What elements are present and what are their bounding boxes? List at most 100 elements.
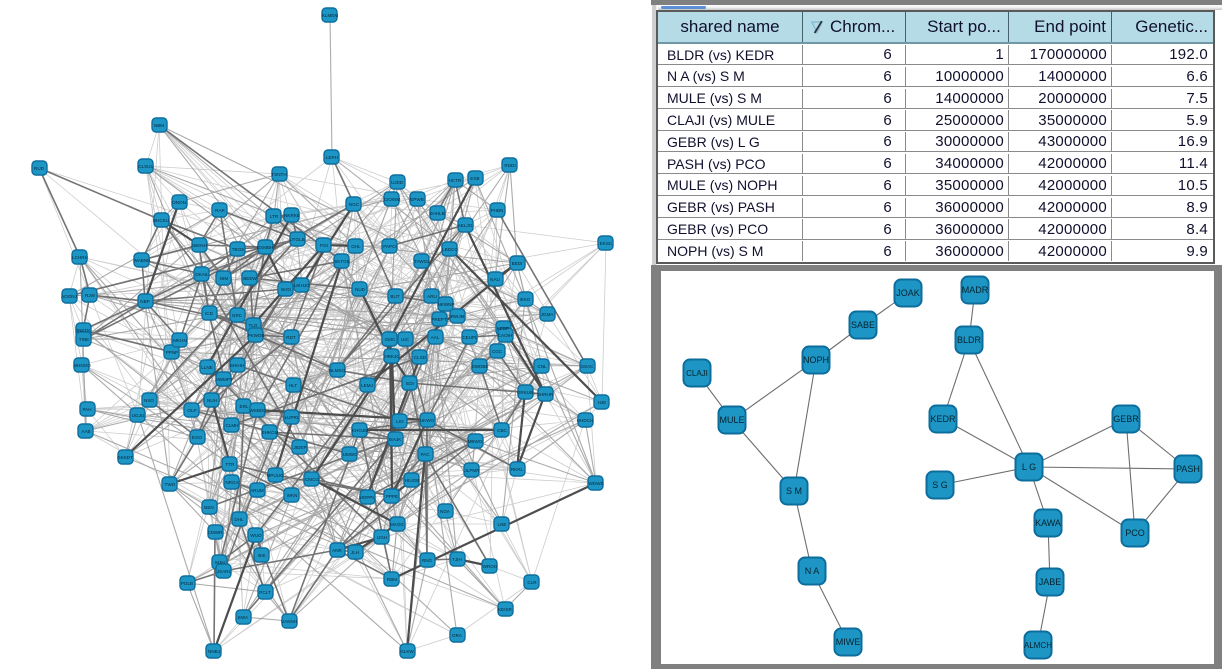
- svg-text:PPPE: PPPE: [386, 494, 398, 499]
- svg-text:WDWE: WDWE: [588, 481, 603, 486]
- svg-text:MADR: MADR: [962, 285, 989, 295]
- svg-text:UGH: UGH: [377, 535, 387, 540]
- svg-text:IEKG: IEKG: [520, 297, 531, 302]
- svg-text:PAH: PAH: [82, 407, 91, 412]
- svg-text:KEISR: KEISR: [498, 607, 512, 612]
- svg-text:WROO: WROO: [483, 564, 498, 569]
- svg-text:UKHJO: UKHJO: [294, 283, 310, 288]
- svg-text:N A: N A: [805, 566, 820, 576]
- svg-text:ISAJK: ISAJK: [389, 437, 403, 442]
- svg-text:HRKJC: HRKJC: [384, 354, 400, 359]
- svg-text:HLT: HLT: [289, 383, 298, 388]
- svg-text:CGC: CGC: [492, 349, 503, 354]
- svg-text:CMWR: CMWR: [208, 530, 223, 535]
- svg-text:MOPPL: MOPPL: [359, 495, 376, 500]
- svg-text:KEBP: KEBP: [497, 326, 509, 331]
- svg-text:JABE: JABE: [1039, 577, 1062, 587]
- svg-text:UKWO: UKWO: [420, 418, 435, 423]
- svg-text:ESB: ESB: [470, 176, 479, 181]
- svg-text:RKRL: RKRL: [511, 467, 524, 472]
- svg-text:GEBR: GEBR: [1113, 414, 1139, 424]
- svg-text:GRKUB: GRKUB: [517, 390, 533, 395]
- svg-text:BUT: BUT: [390, 294, 399, 299]
- svg-text:AAB: AAB: [81, 429, 90, 434]
- svg-text:TLG: TLG: [249, 323, 258, 328]
- svg-text:LEMJ: LEMJ: [361, 383, 373, 388]
- svg-text:POLB: POLB: [181, 581, 193, 586]
- svg-text:HJE: HJE: [598, 400, 607, 405]
- svg-text:GKKDT: GKKDT: [117, 455, 133, 460]
- svg-text:JSARL: JSARL: [217, 569, 232, 574]
- svg-text:NOA: NOA: [440, 509, 451, 514]
- svg-text:HCTR: HCTR: [449, 178, 462, 183]
- svg-text:SHIHH: SHIHH: [230, 363, 244, 368]
- svg-text:NNBJ: NNBJ: [208, 649, 220, 654]
- svg-text:SKTGE: SKTGE: [334, 259, 350, 264]
- svg-text:UAKNH: UAKNH: [281, 619, 297, 624]
- svg-text:PCO: PCO: [1125, 528, 1145, 538]
- svg-text:JLPMR: JLPMR: [464, 468, 480, 473]
- svg-text:GMC: GMC: [385, 337, 396, 342]
- svg-text:MULE: MULE: [719, 415, 744, 425]
- svg-text:MIWE: MIWE: [836, 637, 861, 647]
- svg-text:TAWGL: TAWGL: [414, 259, 430, 264]
- svg-text:NKRKB: NKRKB: [284, 213, 300, 218]
- svg-text:EPWB: EPWB: [410, 197, 424, 202]
- svg-text:BEN: BEN: [204, 505, 213, 510]
- svg-text:KLMEM: KLMEM: [322, 13, 339, 18]
- svg-text:PAC: PAC: [420, 452, 430, 457]
- svg-text:MKHN: MKHN: [173, 338, 187, 343]
- svg-text:RDDI: RDDI: [504, 163, 515, 168]
- svg-text:S G: S G: [932, 480, 948, 490]
- svg-text:EWA: EWA: [238, 615, 249, 620]
- svg-text:AAL: AAL: [431, 335, 440, 340]
- svg-text:UGJU: UGJU: [132, 413, 145, 418]
- svg-text:DHL: DHL: [234, 517, 244, 522]
- svg-text:NOPH: NOPH: [803, 355, 829, 365]
- svg-text:ARUM: ARUM: [250, 488, 264, 493]
- svg-text:IRWJM: IRWJM: [450, 314, 465, 319]
- svg-text:RUD: RUD: [34, 166, 45, 171]
- svg-text:ORA: ORA: [452, 633, 463, 638]
- svg-text:CNL: CNL: [537, 364, 547, 369]
- svg-text:WSBDC: WSBDC: [249, 408, 267, 413]
- svg-text:UJDD: UJDD: [391, 180, 404, 185]
- svg-text:BEDI: BEDI: [512, 261, 523, 266]
- svg-text:NBM: NBM: [154, 123, 164, 128]
- svg-text:LUPRL: LUPRL: [285, 415, 300, 420]
- svg-text:MAOG: MAOG: [390, 522, 404, 527]
- svg-text:ICD: ICD: [205, 311, 214, 316]
- svg-text:KAWA: KAWA: [1035, 518, 1061, 528]
- svg-text:OLP: OLP: [187, 408, 196, 413]
- svg-text:EHKCM: EHKCM: [262, 430, 279, 435]
- svg-text:EDI: EDI: [406, 381, 414, 386]
- svg-text:PCLT: PCLT: [259, 590, 271, 595]
- svg-text:AELJG: AELJG: [458, 223, 473, 228]
- svg-text:NBP: NBP: [140, 299, 149, 304]
- svg-text:ONON: ONON: [172, 200, 186, 205]
- svg-text:JNKTK: JNKTK: [76, 328, 91, 333]
- svg-text:NGC: NGC: [349, 202, 360, 207]
- svg-text:CBC: CBC: [497, 428, 507, 433]
- svg-text:GLKW: GLKW: [400, 649, 414, 654]
- svg-text:LTR: LTR: [270, 214, 279, 219]
- svg-text:KEDR: KEDR: [930, 414, 956, 424]
- svg-text:CEUPL: CEUPL: [462, 335, 478, 340]
- svg-text:GHL: GHL: [351, 244, 361, 249]
- svg-text:TBOS: TBOS: [232, 247, 245, 252]
- svg-text:UMWC: UMWC: [343, 452, 358, 457]
- svg-text:PREPT: PREPT: [431, 317, 447, 322]
- svg-text:NLMSO: NLMSO: [329, 368, 346, 373]
- svg-text:MBWO: MBWO: [468, 439, 483, 444]
- svg-text:PGI: PGI: [320, 243, 328, 248]
- svg-text:EKSC: EKSC: [600, 241, 613, 246]
- svg-text:RAR: RAR: [215, 208, 225, 213]
- svg-text:PKWOB: PKWOB: [247, 333, 264, 338]
- svg-text:LBDCO: LBDCO: [442, 247, 458, 252]
- svg-text:DWDBE: DWDBE: [471, 364, 488, 369]
- svg-text:LCHRH: LCHRH: [72, 255, 88, 260]
- svg-text:BLDR: BLDR: [957, 335, 982, 345]
- svg-text:TJIH: TJIH: [452, 557, 462, 562]
- svg-text:CLAJI: CLAJI: [686, 369, 708, 378]
- svg-text:MJH: MJH: [215, 560, 224, 565]
